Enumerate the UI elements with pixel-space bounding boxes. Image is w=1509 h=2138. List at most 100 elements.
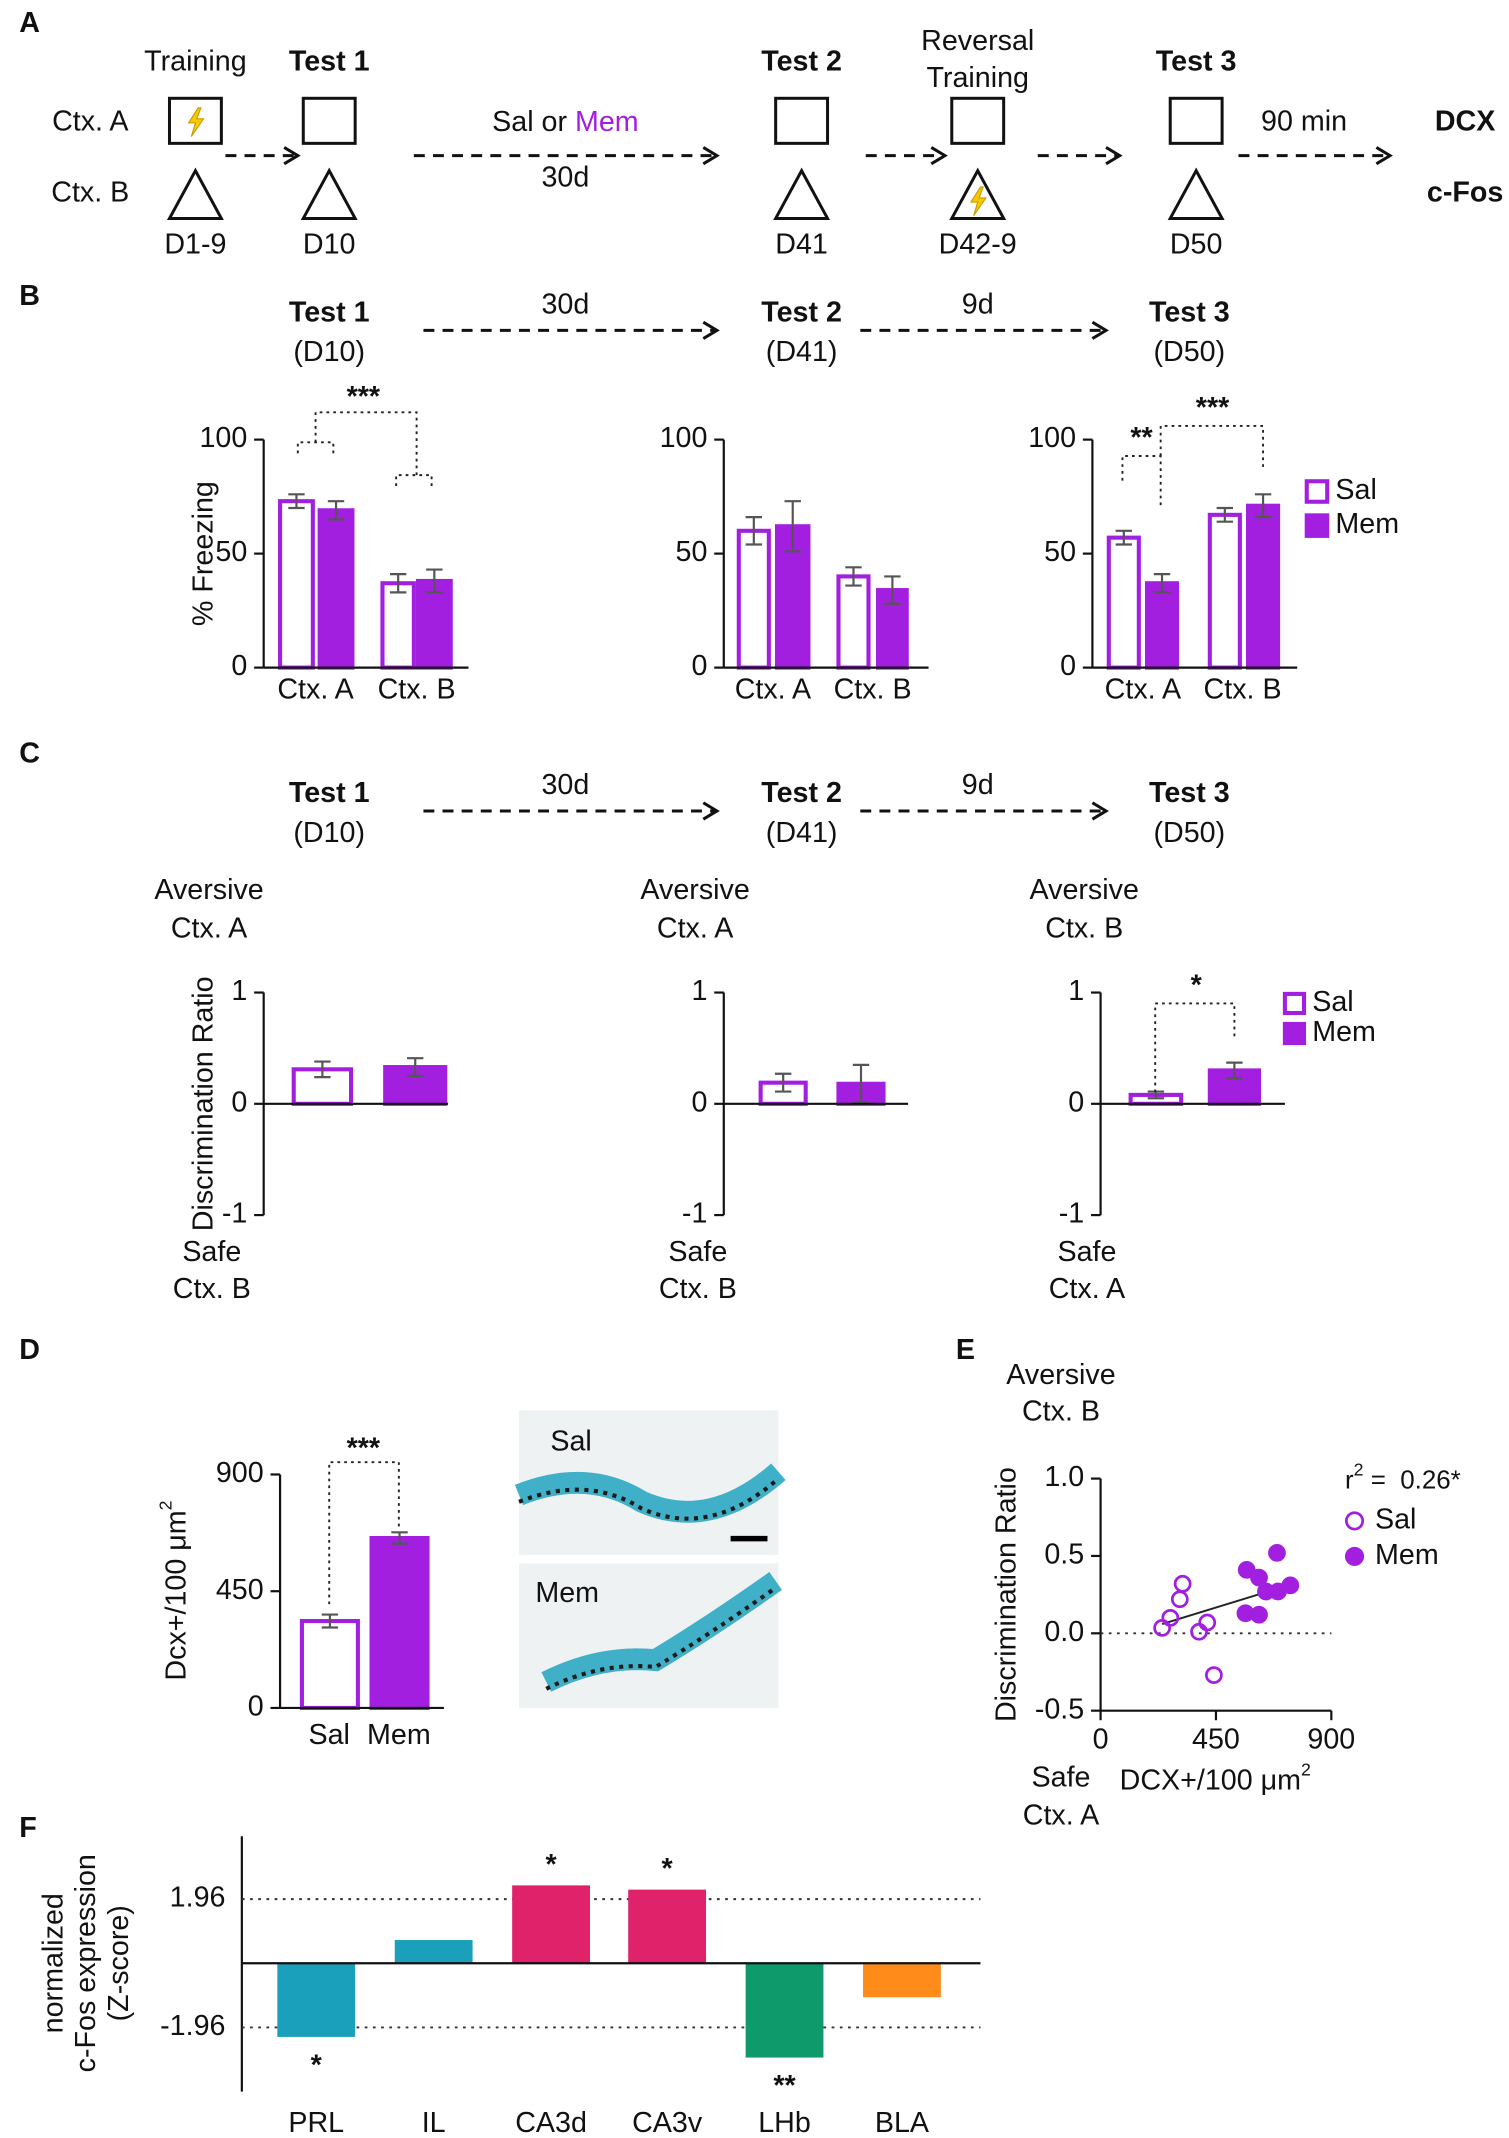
context-label: Ctx. A <box>52 105 129 137</box>
significance-label: ** <box>1130 422 1153 454</box>
y-axis-label-part: Dcx+/100 μm <box>160 1510 192 1680</box>
significance-label: *** <box>347 1432 381 1464</box>
x-tick-label: IL <box>422 2107 446 2138</box>
test-day: (D50) <box>1154 336 1226 368</box>
y-axis-label: c-Fos expression <box>70 1854 102 2072</box>
y-tick-label: 1 <box>691 975 707 1007</box>
arrow-head <box>1375 146 1393 166</box>
micrograph-band <box>541 1572 782 1692</box>
y-tick-label: 100 <box>660 422 708 454</box>
day-label: D50 <box>1170 228 1223 260</box>
stage-label: Training <box>144 45 246 77</box>
bar <box>836 574 871 670</box>
point <box>1161 1608 1180 1627</box>
legend-label: Mem <box>1375 1539 1439 1571</box>
interval-label: 90 min <box>1261 105 1347 137</box>
bar <box>369 1535 430 1710</box>
y-axis-label: (Z-score) <box>103 1905 135 2021</box>
x-tick-label: Ctx. A <box>1105 673 1182 705</box>
annotation-part: 2 <box>1354 1459 1364 1479</box>
legend-label: Mem <box>1312 1016 1376 1048</box>
y-tick-label: -1 <box>682 1198 707 1230</box>
legend-label: Mem <box>1335 508 1399 540</box>
y-tick-label: 0 <box>691 1086 707 1118</box>
x-axis-label: DCX+/100 μm2 <box>1120 1759 1311 1796</box>
x-tick-label: LHb <box>758 2107 811 2138</box>
interval-label: 30d <box>542 769 590 801</box>
micrograph-band <box>514 1463 786 1523</box>
micrograph-label: Sal <box>550 1426 591 1458</box>
treatment-drug: Mem <box>575 105 639 137</box>
arrow-head <box>1091 801 1109 821</box>
y-tick-label: 1 <box>1068 975 1084 1007</box>
point <box>1198 1613 1217 1632</box>
significance-bracket <box>1159 425 1265 472</box>
test-title: Test 3 <box>1149 777 1230 809</box>
safe-label: Ctx. A <box>1049 1273 1126 1305</box>
context-b-triangle <box>773 167 831 220</box>
aversive-label: Ctx. B <box>1045 912 1123 944</box>
y-tick-label: 0 <box>1068 1086 1084 1118</box>
y-tick-label: -1 <box>222 1198 247 1230</box>
y-tick-label: -1.96 <box>160 2010 225 2042</box>
bar <box>278 499 315 670</box>
y-tick-label: -1 <box>1059 1198 1084 1230</box>
treatment-text: Sal or <box>492 105 575 137</box>
safe-label: Ctx. B <box>659 1273 737 1305</box>
significance-label: * <box>311 2050 323 2082</box>
stage-label: Test 2 <box>761 45 842 77</box>
x-tick-label: CA3d <box>515 2107 587 2138</box>
context-b-triangle <box>300 167 358 220</box>
aversive-label: Aversive <box>640 874 749 906</box>
significance-label: *** <box>1196 392 1230 424</box>
test-title: Test 2 <box>761 777 842 809</box>
day-label: D10 <box>303 228 356 260</box>
significance-bracket <box>1154 1002 1236 1093</box>
context-b-triangle <box>166 167 224 220</box>
bar <box>277 1963 356 2037</box>
point <box>1237 1560 1256 1579</box>
significance-bracket <box>328 1461 400 1605</box>
y-tick-label: 450 <box>216 1574 264 1606</box>
x-tick-label: Ctx. A <box>735 673 812 705</box>
stage-label: Test 3 <box>1156 45 1237 77</box>
significance-bracket <box>296 441 335 454</box>
x-tick-label: 900 <box>1307 1723 1355 1755</box>
x-tick-label: Ctx. A <box>277 673 354 705</box>
micrograph-cells <box>518 1477 780 1521</box>
legend-swatch <box>1304 479 1330 504</box>
test-day: (D41) <box>766 817 838 849</box>
test-day: (D41) <box>766 336 838 368</box>
x-tick-label: 450 <box>1192 1723 1240 1755</box>
interval-label: 9d <box>962 288 994 320</box>
x-axis-label-part: 2 <box>1301 1759 1311 1779</box>
aversive-label: Aversive <box>1030 874 1139 906</box>
x-tick-label: 0 <box>1093 1723 1109 1755</box>
context-a-box <box>167 96 223 145</box>
bar <box>512 1885 590 1964</box>
significance-bracket <box>395 474 433 487</box>
context-b-triangle <box>949 167 1007 220</box>
y-tick-label: 0.0 <box>1044 1616 1084 1648</box>
significance-label: * <box>662 1853 674 1885</box>
stage-label: Reversal <box>921 25 1034 57</box>
x-tick-label: Mem <box>367 1719 431 1751</box>
aversive-label: Ctx. A <box>657 912 734 944</box>
context-a-box <box>950 96 1006 145</box>
bar <box>1144 581 1180 670</box>
point <box>1250 1568 1268 1587</box>
test-day: (D50) <box>1154 817 1226 849</box>
significance-bracket <box>314 411 418 476</box>
significance-label: * <box>545 1849 557 1881</box>
legend-label: Sal <box>1312 986 1353 1018</box>
x-tick-label: CA3v <box>632 2107 703 2138</box>
x-tick-label: PRL <box>288 2107 344 2138</box>
point <box>1173 1574 1192 1593</box>
interval-label: 9d <box>962 769 994 801</box>
y-axis-label: % Freezing <box>188 481 220 626</box>
bar <box>628 1889 707 1964</box>
legend-marker <box>1344 1546 1365 1566</box>
bar <box>863 1963 941 1998</box>
test-title: Test 2 <box>761 297 842 329</box>
